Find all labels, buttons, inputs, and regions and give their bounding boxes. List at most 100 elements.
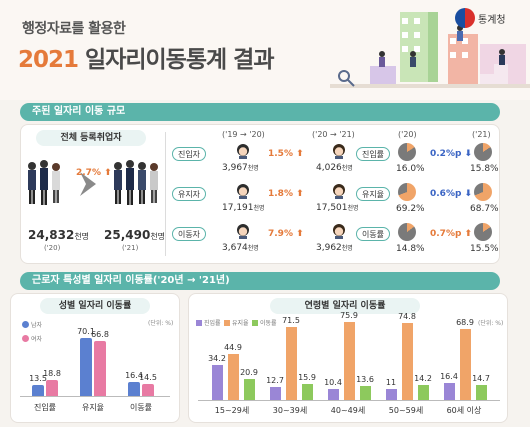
age-bar-value: 13.6	[356, 375, 374, 385]
age-unit-note: (단위: %)	[478, 320, 504, 327]
age-bar	[328, 389, 339, 400]
section1-title-bar: 주된 일자리 이동 규모	[20, 103, 500, 121]
legend-male: 남자	[22, 320, 42, 329]
gender-category-label: 유지율	[81, 403, 105, 412]
up-arrow-icon: ⬆	[292, 149, 304, 159]
header-illustration	[330, 12, 530, 88]
sub-title: 행정자료를 활용한	[22, 21, 126, 37]
flow-value-2020: 3,967천명	[222, 163, 259, 173]
gender-category-label: 이동률	[129, 403, 153, 412]
gender-bar	[80, 338, 92, 396]
flow-value-2021: 17,501천명	[316, 203, 359, 213]
person-face-icon	[332, 183, 346, 199]
gender-bar-value: 70.1	[77, 327, 95, 337]
age-bar	[212, 364, 223, 400]
legend-entry: 진입률	[196, 318, 221, 327]
flow-value-2021: 4,026천명	[316, 163, 353, 173]
flow-category-label: 진입자	[172, 147, 206, 161]
age-bar	[302, 383, 313, 400]
main-title: 2021 일자리이동통계 결과	[18, 40, 274, 74]
up-arrow-icon: ⬆	[104, 168, 112, 178]
rate-delta-value: 0.6%p	[430, 189, 462, 199]
pie-chart-2021-icon	[474, 143, 492, 161]
age-bar-value: 74.8	[398, 312, 416, 322]
down-arrow-icon: ⬇	[461, 149, 473, 159]
rate-delta-value: 0.2%p	[430, 149, 462, 159]
flow-growth-rate: 1.8% ⬆	[268, 189, 304, 199]
age-bar-value: 16.4	[440, 372, 458, 382]
age-bar	[344, 322, 355, 400]
gender-bar-value: 13.5	[29, 373, 47, 383]
gender-bar	[142, 384, 154, 396]
person-face-icon	[236, 223, 250, 239]
up-arrow-icon: ⬆	[292, 229, 304, 239]
legend-entry-label: 진입률	[204, 320, 221, 327]
age-bar-value: 10.4	[324, 378, 342, 388]
flow-value-2021-number: 17,501	[316, 203, 348, 213]
total-employed-label: 전체 등록취업자	[36, 130, 146, 146]
person-face-icon	[332, 143, 346, 159]
total-2021: 25,490천명	[104, 228, 165, 242]
rate-category-label: 진입률	[356, 147, 390, 161]
male-person-icon	[22, 321, 29, 328]
rate-2021-value: 68.7%	[470, 204, 499, 214]
legend-stay-label: 유지율	[232, 320, 249, 327]
age-bar-value: 11	[385, 377, 397, 387]
flow-value-2021-number: 3,962	[316, 243, 342, 253]
taegeuk-icon	[455, 8, 475, 28]
rate-delta: 0.2%p ⬇	[430, 149, 472, 159]
rate-category-label: 유지율	[356, 187, 390, 201]
flow-value-2020-number: 3,967	[222, 163, 248, 173]
person-face-icon	[236, 143, 250, 159]
divider	[165, 132, 166, 256]
legend-swatch-move	[252, 319, 258, 326]
legend-swatch-entry	[196, 319, 202, 326]
title-rest: 일자리이동통계 결과	[85, 47, 274, 73]
age-bar-value: 44.9	[224, 342, 242, 352]
age-bar-value: 12.7	[266, 375, 284, 385]
gender-bar-value: 14.5	[139, 373, 157, 382]
total-growth-rate: 2.7% ⬆	[76, 168, 112, 178]
total-rate-value: 2.7%	[76, 168, 101, 178]
year-2021-label: ('21)	[122, 244, 139, 252]
flow-growth-rate-value: 7.9%	[268, 229, 293, 239]
legend-female-label: 여자	[31, 336, 43, 343]
age-bar	[402, 323, 413, 400]
flow-growth-rate-value: 1.5%	[268, 149, 293, 159]
flow-value-2020-number: 3,674	[222, 243, 248, 253]
period-19-20: ('19 → '20)	[222, 130, 265, 139]
gender-chart-baseline	[20, 396, 170, 397]
unit-label: 천명	[347, 205, 359, 212]
flow-value-2020-number: 17,191	[222, 203, 254, 213]
up-arrow-icon: ⬆	[292, 189, 304, 199]
pie-chart-2020-icon	[398, 183, 416, 201]
year-2020-label: ('20)	[44, 244, 61, 252]
section2-title-bar: 근로자 특성별 일자리 이동률('20년 → '21년)	[20, 272, 500, 290]
age-bar	[270, 386, 281, 400]
female-person-icon	[22, 335, 29, 342]
flow-category-label: 유지자	[172, 187, 206, 201]
age-category-label: 50~59세	[388, 406, 424, 415]
legend-move-label: 이동률	[260, 320, 277, 327]
legend-female: 여자	[22, 334, 42, 343]
age-category-label: 30~39세	[272, 406, 308, 415]
age-bar	[228, 353, 239, 400]
rate-delta: 0.7%p ⬆	[430, 229, 472, 239]
age-chart-baseline	[198, 400, 500, 401]
age-bar-value: 34.2	[208, 353, 226, 363]
age-chart-panel	[188, 293, 508, 423]
pie-chart-2021-icon	[474, 183, 492, 201]
legend-male-label: 남자	[31, 322, 43, 329]
age-bar-value: 15.9	[298, 372, 316, 382]
legend-move: 이동률	[252, 318, 277, 327]
legend-swatch-stay	[224, 319, 230, 326]
age-bar-value: 14.2	[414, 374, 432, 384]
unit-label: 천명	[74, 232, 90, 241]
age-bar-value: 71.5	[282, 315, 300, 325]
gender-bar-value: 18.8	[43, 369, 61, 379]
gender-bar	[94, 340, 106, 396]
age-bar-value: 68.9	[456, 318, 474, 328]
up-arrow-icon: ⬆	[461, 229, 473, 239]
person-face-icon	[332, 223, 346, 239]
rate-2020-value: 16.0%	[396, 164, 425, 174]
